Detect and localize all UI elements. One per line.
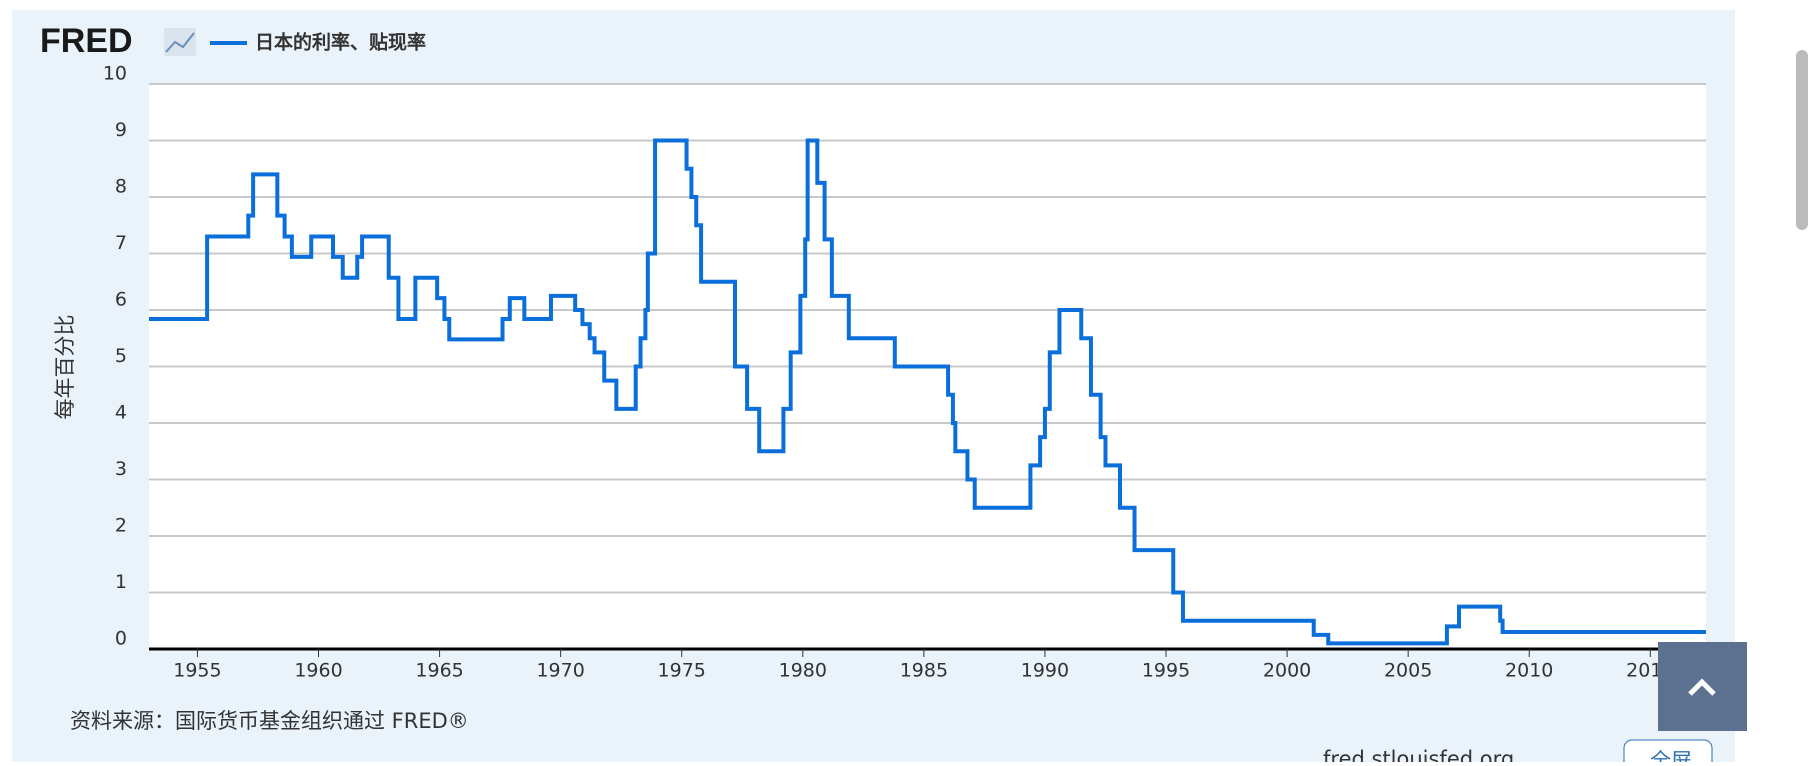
logo-icon: [164, 28, 196, 56]
y-tick-label: 9: [115, 119, 127, 141]
x-tick-label: 1960: [294, 660, 342, 682]
y-tick-label: 6: [115, 289, 127, 311]
logo[interactable]: FRED: [40, 22, 133, 60]
back-to-top[interactable]: [1658, 642, 1747, 731]
x-tick-label: 1965: [415, 660, 463, 682]
x-tick-label: 1995: [1142, 660, 1190, 682]
x-tick-label: 2005: [1384, 660, 1432, 682]
x-tick-label: 1975: [658, 660, 706, 682]
y-tick-label: 10: [103, 63, 127, 85]
x-tick-label: 2010: [1505, 660, 1553, 682]
y-axis-label: 每年百分比: [53, 315, 77, 420]
x-tick-label: 1970: [536, 660, 584, 682]
x-tick-label: 1980: [779, 660, 827, 682]
scrollbar[interactable]: [1796, 50, 1808, 230]
fullscreen-label[interactable]: 全屏: [1650, 749, 1692, 766]
y-tick-label: 4: [115, 402, 127, 424]
y-tick-label: 1: [115, 571, 127, 593]
legend-label: 日本的利率、贴现率: [255, 31, 426, 54]
y-tick-label: 7: [115, 232, 127, 254]
x-tick-label: 1985: [900, 660, 948, 682]
site-link[interactable]: fred.stlouisfed.org: [1323, 747, 1514, 766]
source-note: 资料来源：国际货币基金组织通过 FRED®: [70, 709, 469, 733]
y-tick-label: 5: [115, 345, 127, 367]
x-tick-label: 1990: [1021, 660, 1069, 682]
y-tick-label: 8: [115, 176, 127, 198]
y-tick-label: 0: [115, 628, 127, 650]
x-tick-label: 1955: [173, 660, 221, 682]
y-tick-label: 3: [115, 458, 127, 480]
x-tick-label: 2000: [1263, 660, 1311, 682]
fullscreen-button[interactable]: [1623, 739, 1713, 766]
y-tick-label: 2: [115, 515, 127, 537]
data-line: [149, 138, 1706, 646]
